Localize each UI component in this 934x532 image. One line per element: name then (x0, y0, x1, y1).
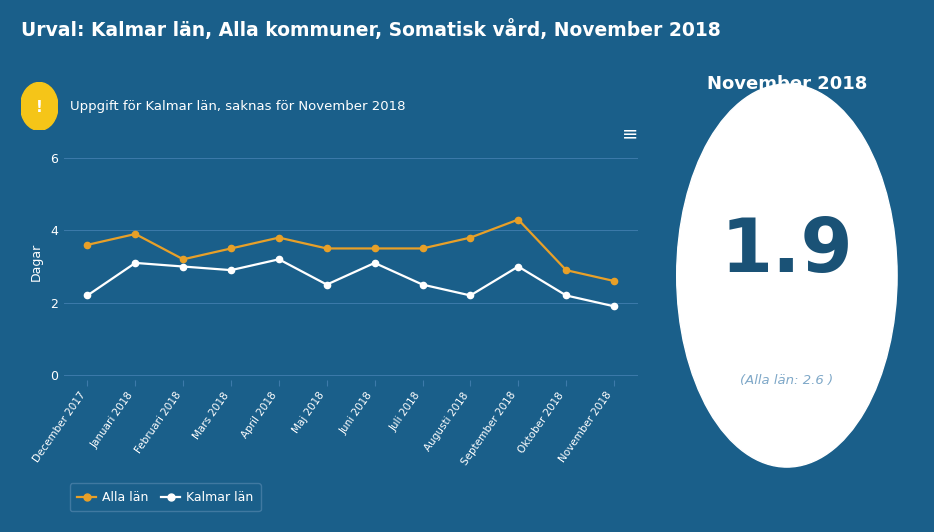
Kalmar län (465, 292, 476, 298)
Kalmar län (513, 263, 524, 270)
Kalmar län (369, 260, 380, 266)
Y-axis label: Dagar: Dagar (30, 243, 43, 281)
Alla län (513, 217, 524, 223)
Line: Kalmar län: Kalmar län (84, 256, 617, 310)
Kalmar län (608, 303, 619, 310)
Alla län (225, 245, 236, 252)
Circle shape (676, 84, 897, 467)
Kalmar län (82, 292, 93, 298)
Alla län (321, 245, 333, 252)
Kalmar län (177, 263, 189, 270)
Kalmar län (130, 260, 141, 266)
Alla län (608, 278, 619, 284)
Alla län (177, 256, 189, 262)
Line: Alla län: Alla län (84, 217, 617, 284)
Alla län (369, 245, 380, 252)
Kalmar län (560, 292, 572, 298)
Text: !: ! (35, 100, 43, 115)
Kalmar län (274, 256, 285, 262)
Alla län (130, 231, 141, 237)
Kalmar län (417, 281, 428, 288)
Text: Urval: Kalmar län, Alla kommuner, Somatisk vård, November 2018: Urval: Kalmar län, Alla kommuner, Somati… (21, 19, 720, 39)
Circle shape (21, 82, 58, 130)
Text: 1.9: 1.9 (721, 215, 853, 288)
Alla län (82, 242, 93, 248)
Kalmar län (225, 267, 236, 273)
Text: Uppgift för Kalmar län, saknas för November 2018: Uppgift för Kalmar län, saknas för Novem… (70, 100, 405, 113)
Legend: Alla län, Kalmar län: Alla län, Kalmar län (70, 484, 261, 511)
Text: (Alla län: 2.6 ): (Alla län: 2.6 ) (741, 375, 833, 387)
Alla län (417, 245, 428, 252)
Alla län (274, 235, 285, 241)
Kalmar län (321, 281, 333, 288)
Text: November 2018: November 2018 (707, 75, 867, 93)
Alla län (465, 235, 476, 241)
Text: ≡: ≡ (621, 124, 638, 144)
Alla län (560, 267, 572, 273)
